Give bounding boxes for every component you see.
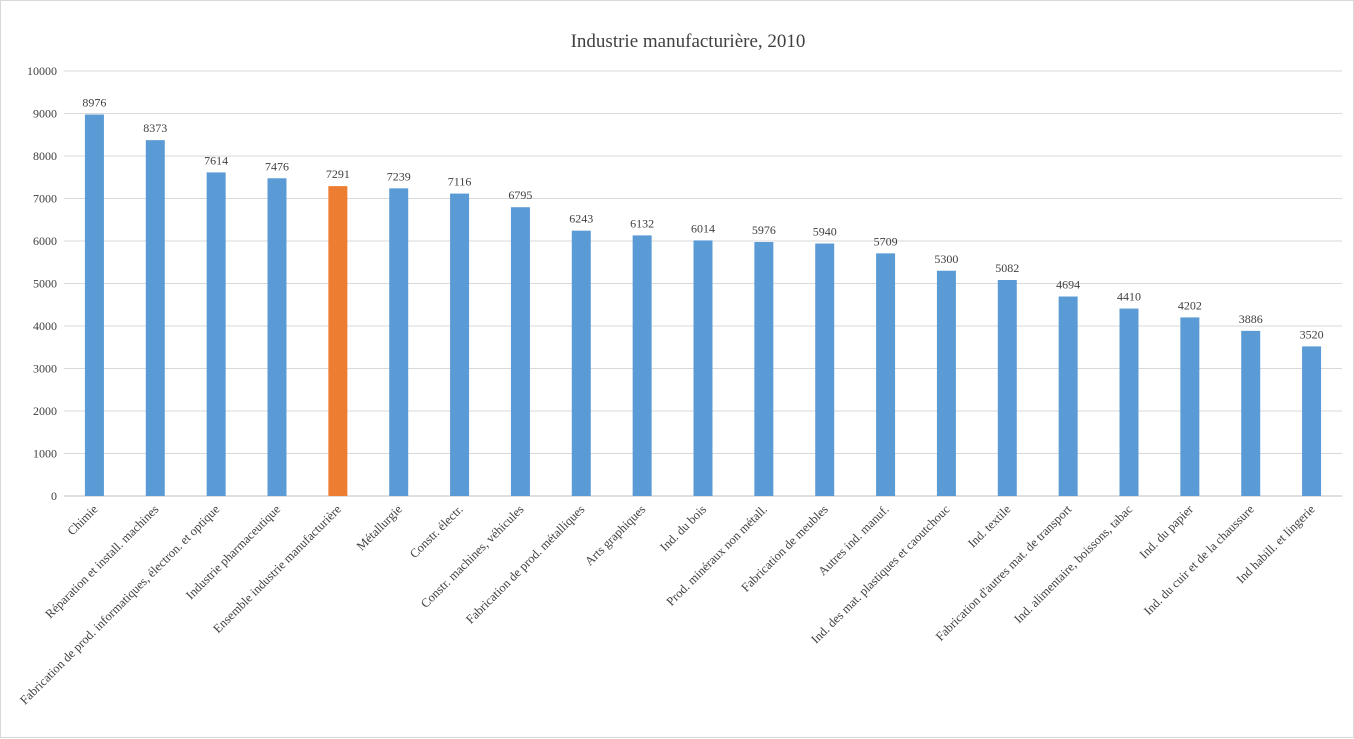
data-label: 3886 <box>1239 312 1263 326</box>
y-tick-label: 3000 <box>33 362 57 376</box>
y-tick-label: 8000 <box>33 149 57 163</box>
data-label: 5082 <box>995 261 1019 275</box>
y-tick-label: 10000 <box>27 64 57 78</box>
bar <box>1302 346 1322 496</box>
bar <box>206 172 226 496</box>
y-tick-label: 5000 <box>33 277 57 291</box>
bar <box>1058 296 1078 496</box>
x-tick-label: Ind. du papier <box>1137 502 1197 562</box>
data-label: 7239 <box>387 169 411 183</box>
y-axis-ticks: 0 1000 2000 3000 4000 5000 6000 7000 8000 9000 100… <box>27 64 57 503</box>
data-label: 5940 <box>813 225 837 239</box>
y-tick-label: 2000 <box>33 404 57 418</box>
data-labels: 8976 8373 7614 7476 7291 7239 7116 6795 6243 6132… <box>82 96 1323 342</box>
data-label: 4694 <box>1056 278 1080 292</box>
bar <box>1180 317 1200 496</box>
bar <box>1241 330 1261 496</box>
bar <box>632 235 652 496</box>
x-tick-label: Réparation et install. machines <box>43 502 162 621</box>
data-label: 7614 <box>204 153 228 167</box>
x-tick-label: Ind. textile <box>965 502 1014 551</box>
y-tick-label: 9000 <box>33 107 57 121</box>
bar <box>450 193 470 496</box>
chart-title: Industrie manufacturière, 2010 <box>571 31 806 52</box>
x-tick-label: Métallurgie <box>354 502 405 553</box>
x-tick-label: Ind. du cuir et de la chaussure <box>1141 502 1257 618</box>
bar <box>267 178 287 496</box>
x-tick-label: Ind. des mat. plastiques et caoutchouc <box>808 502 952 646</box>
data-label: 4410 <box>1117 290 1141 304</box>
bar <box>84 114 104 497</box>
bar <box>510 207 530 496</box>
x-tick-label: Constr. machines, véhicules <box>418 502 527 611</box>
x-tick-label: Arts graphiques <box>582 502 648 568</box>
x-tick-label: Prod. minéraux non métall. <box>664 502 770 608</box>
bar <box>389 188 409 496</box>
y-tick-label: 6000 <box>33 234 57 248</box>
y-tick-label: 0 <box>51 489 57 503</box>
data-label: 6243 <box>569 212 593 226</box>
data-label: 7476 <box>265 159 289 173</box>
bar <box>936 270 956 496</box>
bar <box>815 243 835 496</box>
y-tick-label: 1000 <box>33 447 57 461</box>
y-tick-label: 7000 <box>33 192 57 206</box>
data-label: 5300 <box>934 252 958 266</box>
bar <box>1119 308 1139 496</box>
x-tick-label: Fabrication de prod. métalliques <box>463 502 587 626</box>
data-label: 7116 <box>448 175 472 189</box>
x-tick-label: Ensemble industrie manufacturière <box>210 502 344 636</box>
x-tick-label: Ind. du bois <box>657 502 709 554</box>
data-label: 8976 <box>82 96 106 110</box>
bar <box>876 253 896 496</box>
bar <box>693 240 713 496</box>
x-tick-label: Chimie <box>65 502 101 538</box>
bar <box>571 230 591 497</box>
x-tick-label: Constr. électr. <box>407 502 466 561</box>
data-label: 5976 <box>752 223 776 237</box>
bar <box>145 140 165 496</box>
data-label: 8373 <box>143 121 167 135</box>
y-tick-label: 4000 <box>33 319 57 333</box>
data-label: 5709 <box>874 234 898 248</box>
data-label: 7291 <box>326 167 350 181</box>
bar <box>328 186 348 496</box>
data-label: 6014 <box>691 221 715 235</box>
data-label: 6795 <box>508 188 532 202</box>
bar <box>997 280 1017 496</box>
bars <box>84 114 1322 497</box>
data-label: 6132 <box>630 216 654 230</box>
x-tick-label: Ind. alimentaire, boissons, tabac <box>1011 502 1135 626</box>
data-label: 4202 <box>1178 298 1202 312</box>
data-label: 3520 <box>1300 327 1324 341</box>
bar <box>754 242 774 496</box>
